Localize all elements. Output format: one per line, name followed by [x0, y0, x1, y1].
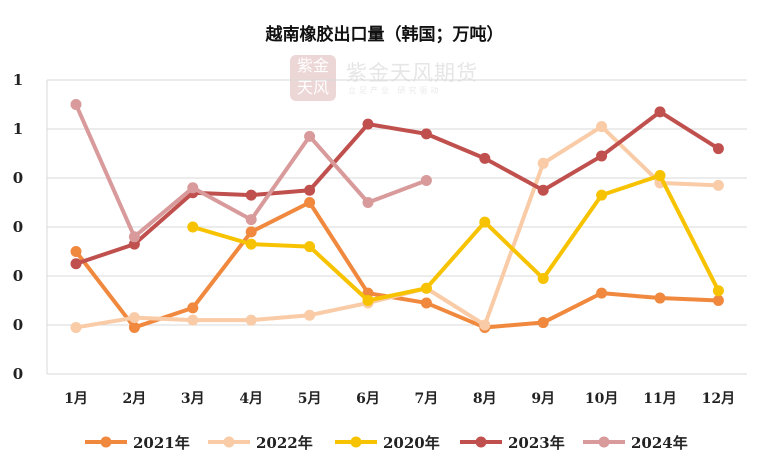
data-point: [128, 321, 140, 333]
legend-item: 2021年: [85, 434, 190, 452]
data-point: [304, 130, 316, 142]
data-point: [712, 295, 724, 306]
watermark-seal: 紫金 天风: [290, 55, 336, 101]
data-point: [187, 314, 199, 326]
data-point: [596, 121, 608, 133]
x-tick-label: 6月: [356, 391, 380, 407]
series-line: [75, 109, 720, 266]
series-line: [192, 173, 721, 303]
data-point: [245, 214, 257, 226]
data-point: [245, 189, 257, 201]
legend-label: 2023年: [508, 434, 565, 452]
legend-item: 2022年: [208, 434, 313, 452]
y-tick-labels: 0 0 0 0 0 1 1: [13, 71, 23, 383]
watermark-brand: 紫金天风期货: [346, 61, 478, 85]
data-point: [128, 231, 140, 243]
data-point: [304, 241, 316, 253]
axes: [46, 80, 747, 375]
x-tick-label: 3月: [181, 391, 205, 407]
data-point: [596, 189, 608, 201]
x-tick-label: 4月: [239, 391, 263, 407]
data-point: [304, 184, 316, 196]
data-point: [187, 302, 199, 314]
x-tick-label: 10月: [585, 391, 618, 407]
chart-title: 越南橡胶出口量（韩国；万吨）: [265, 25, 504, 45]
legend-marker: [350, 436, 362, 448]
data-point: [362, 118, 374, 130]
data-point: [187, 221, 199, 233]
legend: 2021年 2022年 2020年 2023年 2024年: [85, 434, 688, 452]
legend-marker: [100, 436, 112, 448]
legend-label: 2021年: [133, 434, 190, 452]
data-point: [537, 317, 549, 329]
data-point: [362, 295, 374, 306]
y-tick-label: 1: [13, 120, 23, 138]
y-tick-label: 0: [13, 365, 23, 383]
data-point: [596, 150, 608, 162]
series-2024年: [70, 99, 432, 243]
x-tick-label: 5月: [298, 391, 322, 407]
series-line: [74, 200, 719, 330]
data-point: [187, 182, 199, 194]
legend-label: 2020年: [383, 434, 440, 452]
x-tick-labels: 1月 2月 3月 4月 5月 6月 7月 8月 9月 10月 11月 12月: [64, 391, 735, 407]
legend-marker: [223, 436, 235, 448]
series-2023年: [70, 106, 724, 270]
data-point: [596, 287, 608, 299]
data-point: [537, 272, 549, 284]
x-tick-label: 2月: [123, 391, 147, 407]
legend-marker: [598, 436, 610, 448]
series-2020年: [187, 170, 724, 306]
data-point: [70, 321, 82, 333]
data-point: [420, 282, 432, 294]
series-group: [70, 99, 724, 333]
legend-label: 2022年: [256, 434, 313, 452]
y-tick-label: 0: [13, 267, 23, 285]
x-tick-label: 1月: [64, 391, 88, 407]
data-point: [245, 314, 257, 326]
data-point: [304, 197, 316, 208]
data-point: [654, 106, 666, 118]
y-tick-label: 0: [13, 169, 23, 187]
data-point: [70, 258, 82, 270]
legend-item: 2023年: [460, 434, 565, 452]
data-point: [654, 292, 666, 304]
data-point: [420, 128, 432, 140]
watermark: 紫金 天风 紫金天风期货 立足产业 研究驱动: [290, 55, 490, 105]
legend-item: 2024年: [583, 434, 688, 452]
data-point: [712, 143, 724, 155]
legend-marker: [475, 436, 487, 448]
data-point: [420, 297, 432, 309]
data-point: [712, 179, 724, 191]
y-tick-label: 0: [13, 218, 23, 236]
x-tick-label: 9月: [531, 391, 555, 407]
grid-lines: [47, 79, 747, 326]
data-point: [479, 319, 491, 331]
data-point: [654, 170, 666, 182]
x-tick-label: 7月: [415, 391, 439, 407]
data-point: [70, 246, 82, 257]
watermark-tagline: 立足产业 研究驱动: [348, 86, 442, 95]
data-point: [245, 226, 257, 238]
data-point: [479, 152, 491, 164]
data-point: [128, 312, 140, 324]
legend-label: 2024年: [631, 434, 688, 452]
x-tick-label: 12月: [702, 391, 735, 407]
data-point: [70, 99, 82, 110]
data-point: [362, 197, 374, 208]
data-point: [420, 174, 432, 186]
data-point: [479, 216, 491, 228]
data-point: [537, 184, 549, 196]
y-tick-label: 1: [13, 71, 23, 89]
legend-item: 2020年: [335, 434, 440, 452]
data-point: [712, 285, 724, 297]
x-tick-label: 8月: [473, 391, 497, 407]
x-tick-label: 11月: [643, 391, 676, 407]
data-point: [245, 238, 257, 250]
series-2021年: [70, 197, 724, 333]
data-point: [304, 309, 316, 321]
y-tick-label: 0: [13, 316, 23, 334]
data-point: [537, 157, 549, 169]
